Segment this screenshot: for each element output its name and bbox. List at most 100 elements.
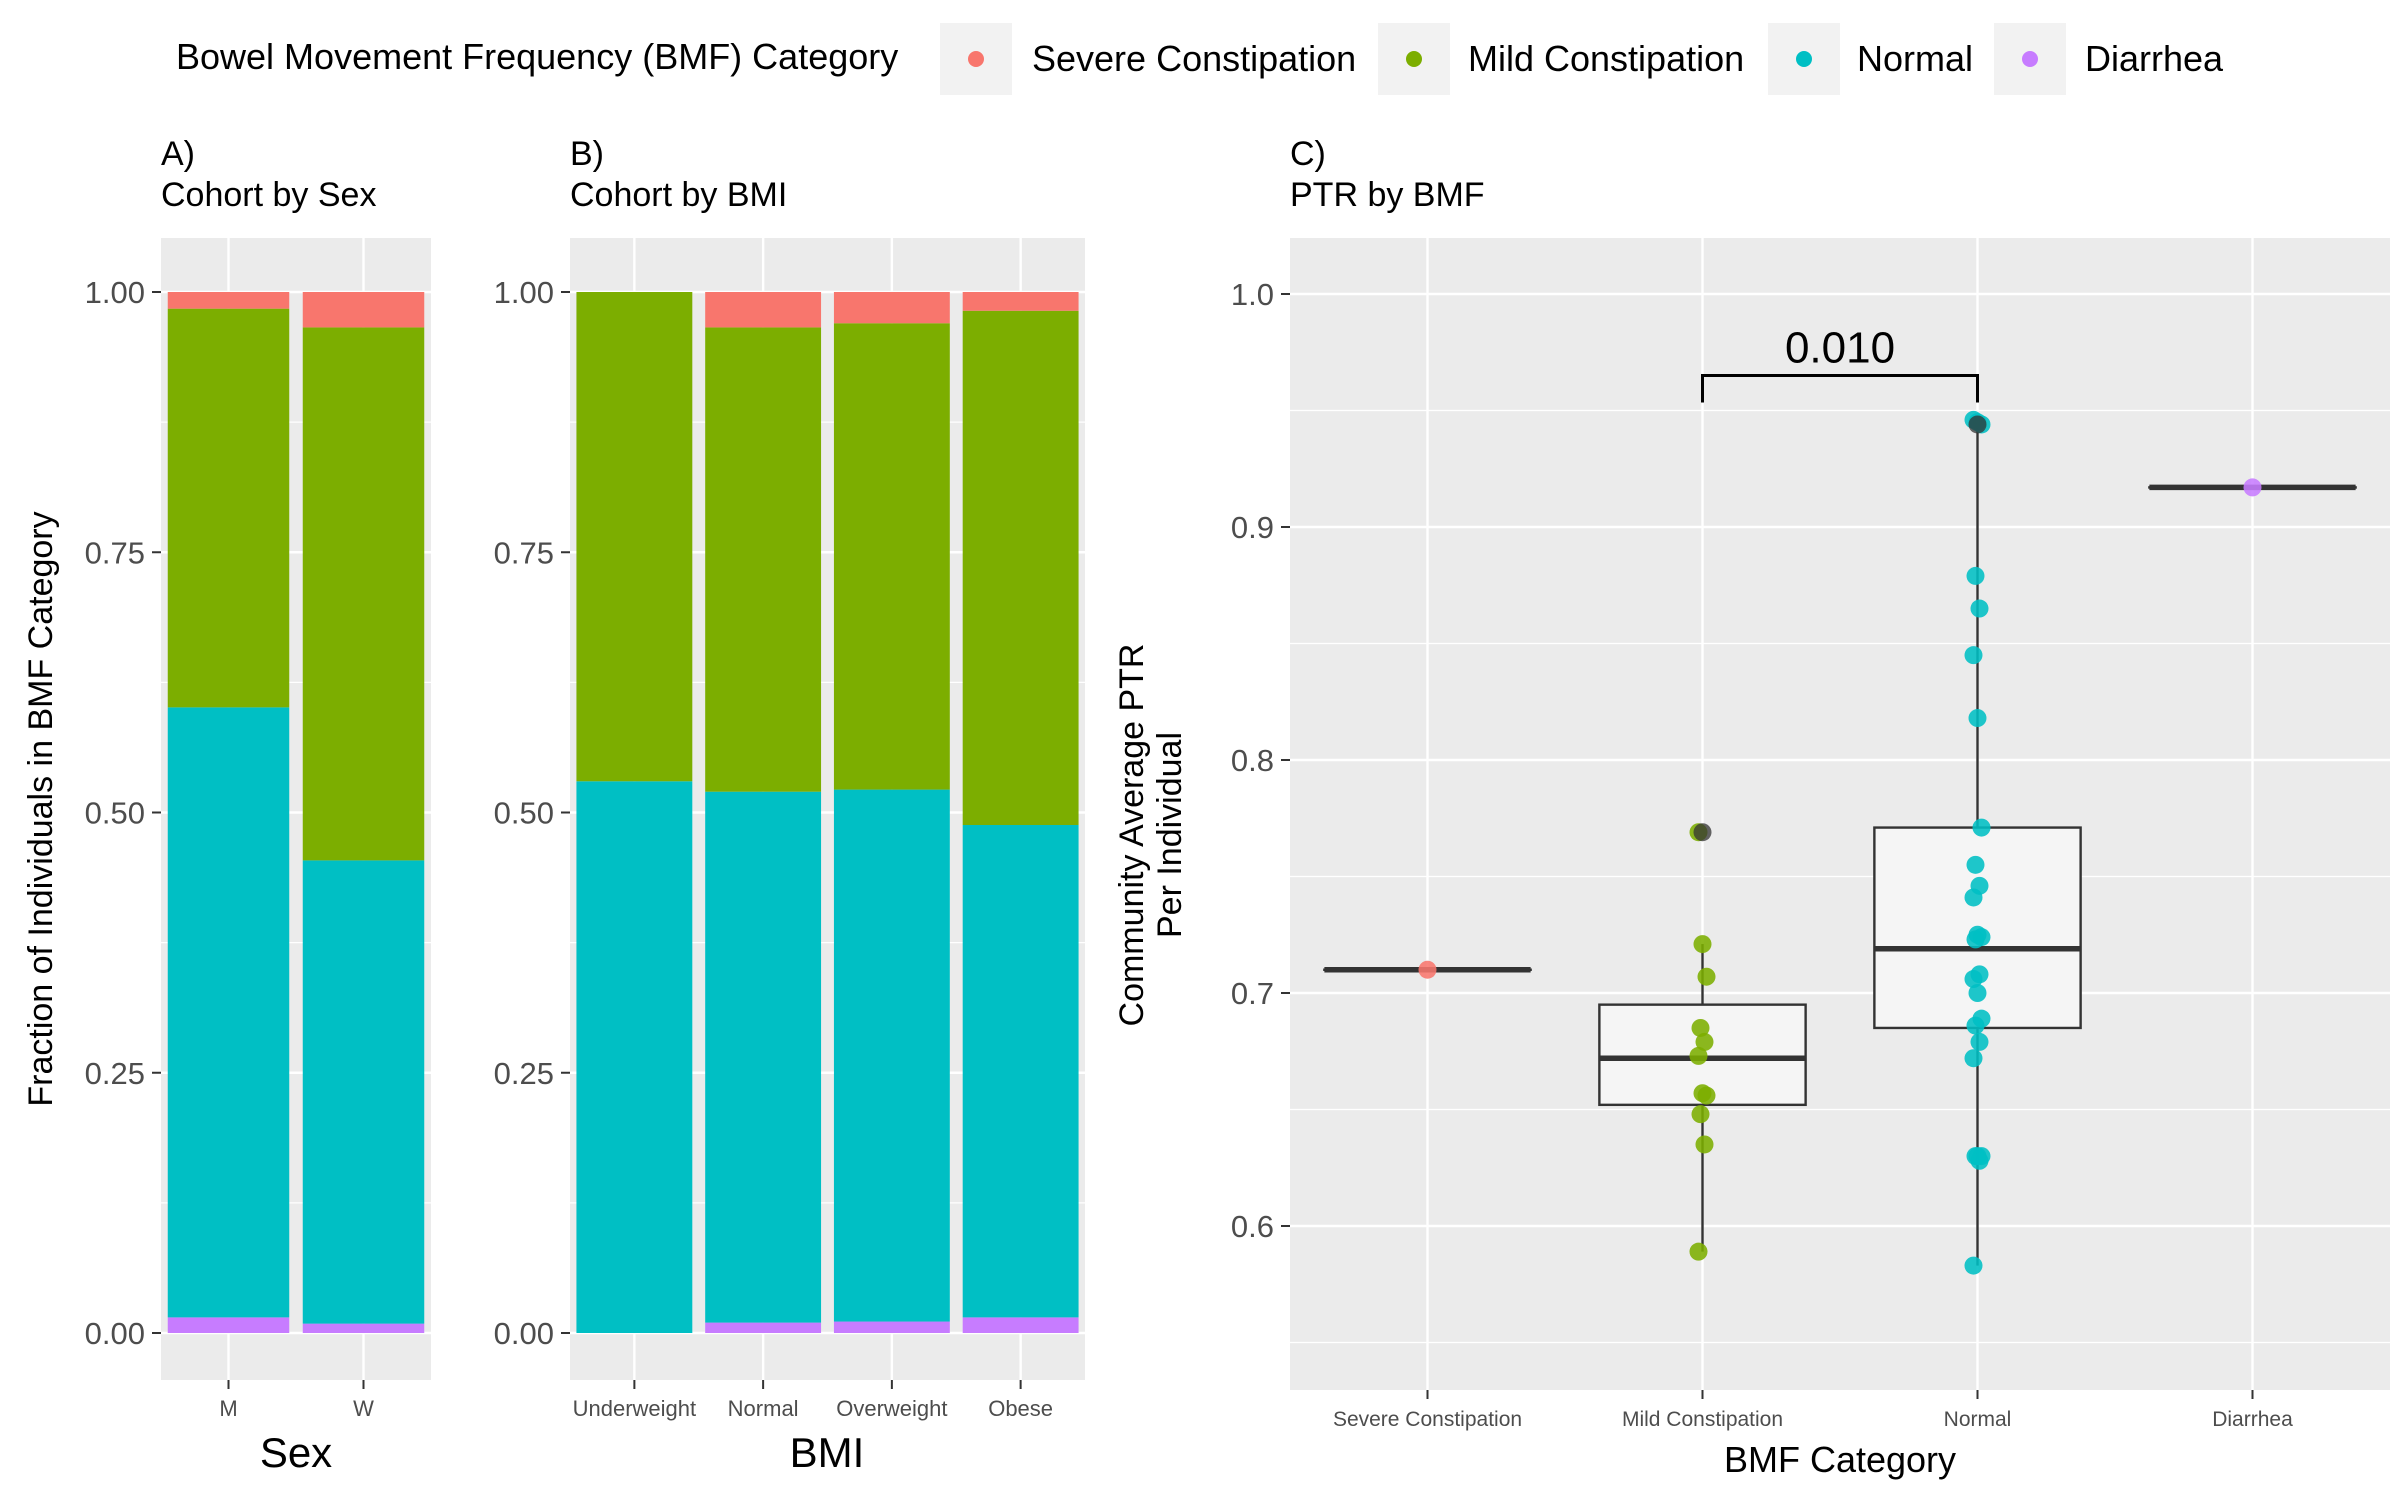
legend-item-severe: Severe Constipation: [940, 23, 1356, 95]
bar-segment-mild-constipation: [576, 292, 693, 782]
panel-b-bars: [576, 292, 1079, 1333]
y-tick-label: 0.00: [494, 1316, 554, 1351]
bar-segment-mild-constipation: [833, 323, 950, 790]
y-tick-label: 0.50: [85, 796, 145, 831]
y-tick-label: 0.8: [1231, 743, 1274, 778]
point-normal: [1964, 1049, 1983, 1068]
y-tick-label: 0.6: [1231, 1209, 1274, 1244]
x-tick-label: Severe Constipation: [1333, 1408, 1522, 1431]
bar-segment-normal: [167, 707, 290, 1318]
point-severe-constipation: [1418, 960, 1437, 979]
bar-segment-normal: [962, 824, 1079, 1318]
panel-b-x-axis-title: BMI: [790, 1429, 865, 1476]
panel-a-tag: A): [161, 135, 195, 173]
point-mild-constipation: [1691, 1105, 1710, 1124]
x-tick-label: Normal: [1944, 1408, 2012, 1431]
bar-segment-diarrhea: [167, 1317, 290, 1333]
bar-segment-severe-constipation: [962, 292, 1079, 311]
y-tick-label: 0.25: [494, 1056, 554, 1091]
bar-segment-severe-constipation: [302, 292, 425, 328]
point-mild-constipation: [1695, 1032, 1714, 1051]
point-normal: [1968, 984, 1987, 1002]
legend-item-mild: Mild Constipation: [1378, 23, 1744, 95]
y-tick-label: 1.00: [85, 275, 145, 310]
outlier-normal: [1968, 415, 1987, 434]
legend-label-diarrhea: Diarrhea: [2085, 38, 2224, 79]
legend-title: Bowel Movement Frequency (BMF) Category: [176, 36, 898, 77]
legend-dot-severe: [968, 51, 984, 67]
bar-segment-diarrhea: [302, 1323, 425, 1333]
y-tick-label: 1.00: [494, 275, 554, 310]
y-tick-label: 0.7: [1231, 976, 1274, 1011]
bar-segment-normal: [705, 791, 822, 1323]
legend-dot-normal: [1796, 51, 1812, 67]
x-tick-label: W: [353, 1396, 374, 1421]
point-normal: [1970, 1151, 1989, 1170]
point-normal: [1966, 930, 1985, 949]
panel-a-axes: 0.00 0.25 0.50 0.75 1.00 M W: [85, 275, 374, 1421]
legend: Bowel Movement Frequency (BMF) Category …: [176, 23, 2224, 95]
point-normal: [1966, 1016, 1985, 1035]
panel-c-axes: 0.6 0.7 0.8 0.9 1.0 Severe Constipation Mild C…: [1231, 277, 2293, 1431]
point-normal: [1966, 855, 1985, 874]
point-normal: [1972, 818, 1991, 837]
y-tick-label: 0.50: [494, 796, 554, 831]
y-tick-label: 0.25: [85, 1056, 145, 1091]
bar-segment-diarrhea: [705, 1322, 822, 1333]
bar-segment-diarrhea: [962, 1317, 1079, 1333]
significance-label: 0.010: [1785, 324, 1895, 373]
bar-segment-severe-constipation: [167, 292, 290, 309]
bar-segment-severe-constipation: [705, 292, 822, 328]
point-mild-constipation: [1697, 967, 1716, 986]
panel-b: B) Cohort by BMI 0.00 0.25 0.50 0.75 1.00 Und…: [494, 135, 1085, 1476]
panel-c-title: PTR by BMF: [1290, 176, 1485, 214]
panel-c-points: [1418, 410, 2262, 1275]
outlier-mild-constipation: [1693, 823, 1712, 842]
legend-dot-mild: [1406, 51, 1422, 67]
panel-a-x-axis-title: Sex: [260, 1429, 332, 1476]
panel-c-significance: 0.010: [1701, 324, 1979, 403]
panel-a: A) Cohort by Sex 0.000.250.500.751.00M W …: [22, 135, 431, 1476]
bar-segment-diarrhea: [833, 1321, 950, 1333]
panel-c-y-axis-title: Community Average PTR Per Individual: [1113, 644, 1189, 1027]
point-normal: [1970, 599, 1989, 618]
bar-segment-normal: [833, 789, 950, 1322]
point-normal: [1964, 888, 1983, 907]
point-normal: [1964, 1256, 1983, 1275]
bar-segment-mild-constipation: [962, 310, 1079, 825]
x-tick-label: Normal: [728, 1396, 799, 1421]
x-tick-label: Overweight: [836, 1396, 947, 1421]
panel-a-bars: [167, 292, 425, 1333]
y-tick-label: 0.00: [85, 1316, 145, 1351]
legend-label-mild: Mild Constipation: [1468, 38, 1744, 79]
y-tick-label: 1.0: [1231, 277, 1274, 312]
legend-item-diarrhea: Diarrhea: [1994, 23, 2224, 95]
point-mild-constipation: [1691, 1018, 1710, 1037]
y-tick-label: 0.9: [1231, 510, 1274, 545]
point-normal: [1966, 566, 1985, 585]
bar-segment-normal: [576, 781, 693, 1333]
legend-dot-diarrhea: [2022, 51, 2038, 67]
point-mild-constipation: [1693, 935, 1712, 954]
legend-label-normal: Normal: [1857, 38, 1973, 79]
y-tick-label: 0.75: [494, 535, 554, 570]
panel-c: C) PTR by BMF 0.010 0.6 0.7 0.8 0.9 1.0 Sever…: [1113, 135, 2390, 1480]
point-normal: [1964, 970, 1983, 989]
panel-b-title: Cohort by BMI: [570, 176, 787, 214]
legend-item-normal: Normal: [1768, 23, 1973, 95]
point-normal: [1970, 1032, 1989, 1051]
point-normal: [1968, 709, 1987, 728]
point-mild-constipation: [1697, 1086, 1716, 1105]
legend-label-severe: Severe Constipation: [1032, 38, 1356, 79]
point-normal: [1964, 646, 1983, 665]
bar-segment-normal: [302, 860, 425, 1324]
bar-segment-mild-constipation: [705, 327, 822, 792]
panel-b-tag: B): [570, 135, 604, 173]
panel-b-axes: 0.00 0.25 0.50 0.75 1.00 Underweight Normal Ove…: [494, 275, 1053, 1421]
point-diarrhea: [2243, 478, 2262, 497]
point-mild-constipation: [1689, 1046, 1708, 1065]
significance-bracket: [1701, 374, 1979, 403]
panel-c-background: [1290, 238, 2390, 1390]
point-mild-constipation: [1695, 1135, 1714, 1154]
